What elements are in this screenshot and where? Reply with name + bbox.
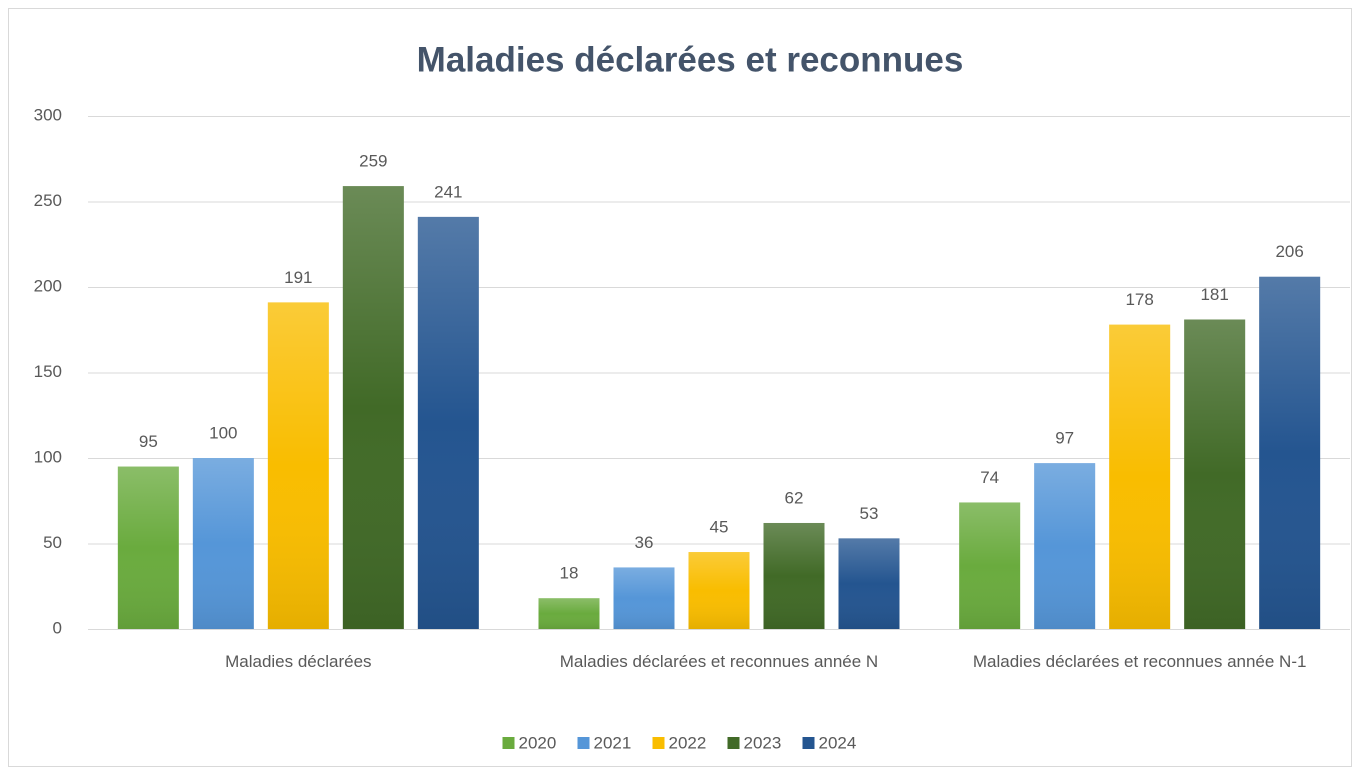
bar-shine <box>688 552 750 629</box>
bar-shine <box>1109 324 1171 629</box>
data-label: 259 <box>359 152 387 171</box>
x-tick-label: Maladies déclarées et reconnues année N <box>559 652 879 671</box>
bar-shine <box>417 216 479 629</box>
legend-swatch <box>652 737 665 749</box>
legend-label: 2021 <box>594 733 632 752</box>
data-label: 178 <box>1125 290 1153 309</box>
data-label: 97 <box>1055 429 1074 448</box>
legend-swatch <box>577 737 590 749</box>
data-label: 95 <box>139 432 158 451</box>
x-tick-label: Maladies déclarées <box>225 652 372 671</box>
bar-shine <box>1259 276 1321 629</box>
y-tick-label: 50 <box>43 533 62 552</box>
bar-shine <box>342 186 404 630</box>
data-label: 18 <box>560 564 579 583</box>
data-label: 36 <box>635 533 654 552</box>
legend-label: 2020 <box>519 733 557 752</box>
bar-shine <box>1034 463 1096 629</box>
data-label: 53 <box>860 504 879 523</box>
y-tick-label: 100 <box>34 447 62 466</box>
data-label: 181 <box>1200 285 1228 304</box>
y-tick-label: 200 <box>34 276 62 295</box>
legend-swatch <box>802 737 815 749</box>
y-tick-label: 150 <box>34 362 62 381</box>
legend-label: 2023 <box>744 733 782 752</box>
data-label: 241 <box>434 182 462 201</box>
legend-label: 2022 <box>669 733 707 752</box>
bar-shine <box>538 598 600 629</box>
data-label: 206 <box>1275 242 1303 261</box>
y-tick-label: 300 <box>34 105 62 124</box>
bar-shine <box>959 502 1021 629</box>
legend-label: 2024 <box>819 733 857 752</box>
bar-shine <box>1184 319 1246 629</box>
data-label: 62 <box>785 488 804 507</box>
data-label: 100 <box>209 423 237 442</box>
y-tick-label: 0 <box>53 618 62 637</box>
data-label: 45 <box>710 518 729 537</box>
legend-swatch <box>502 737 515 749</box>
bar-shine <box>192 458 254 629</box>
bar-shine <box>763 522 825 629</box>
data-label: 74 <box>980 468 999 487</box>
chart-title: Maladies déclarées et reconnues <box>417 40 964 79</box>
bar-shine <box>117 466 179 629</box>
y-tick-label: 250 <box>34 191 62 210</box>
bar-shine <box>613 567 675 629</box>
bar-shine <box>838 538 900 629</box>
bar-shine <box>267 302 329 629</box>
legend-swatch <box>727 737 740 749</box>
data-label: 191 <box>284 268 312 287</box>
x-tick-label: Maladies déclarées et reconnues année N-… <box>972 652 1307 671</box>
